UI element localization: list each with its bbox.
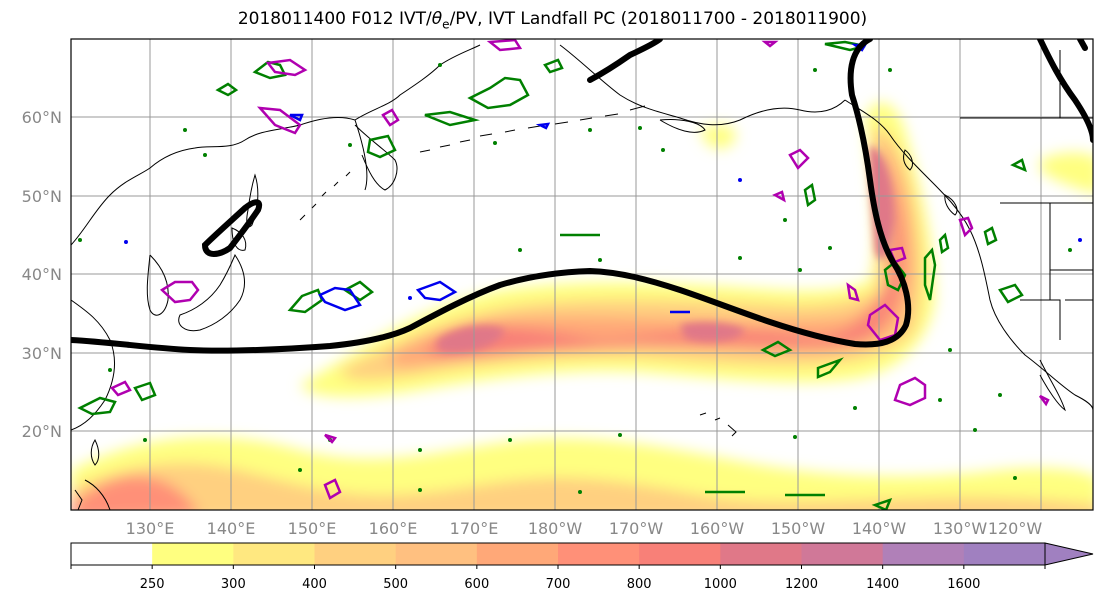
colorbar-label: 700 (546, 577, 571, 592)
colorbar-label: 400 (302, 577, 327, 592)
ivt-shading-core (436, 145, 895, 353)
lat-label-60n: 60°N (22, 108, 62, 127)
colorbar-cell (71, 543, 153, 565)
colorbar-cell (801, 543, 884, 565)
colorbar-cell (963, 543, 1046, 565)
colorbar-cell (639, 543, 721, 565)
colorbar-label: 1600 (947, 577, 980, 592)
colorbar-label: 500 (383, 577, 408, 592)
colorbar-label: 600 (464, 577, 489, 592)
colorbar-label: 800 (627, 577, 652, 592)
colorbar-cell (720, 543, 802, 565)
theta-e-contours (77, 40, 1027, 510)
pv-contours-positive (109, 39, 1050, 500)
lon-label-140w: 140°W (852, 519, 907, 538)
graticule (71, 39, 1093, 510)
colorbar-cell (395, 543, 478, 565)
colorbar-label: 1000 (704, 577, 737, 592)
lon-label-130w: 130°W (933, 519, 988, 538)
lon-label-120w: 120°W (988, 519, 1043, 538)
colorbar-extend-arrow (1044, 542, 1094, 566)
map-layers (71, 39, 1093, 510)
colorbar-label: 250 (140, 577, 165, 592)
colorbar-cell (314, 543, 397, 565)
lon-label-160e: 160°E (369, 519, 418, 538)
lon-label-160w: 160°W (690, 519, 745, 538)
colorbar-cell (476, 543, 559, 565)
lat-label-40n: 40°N (22, 265, 62, 284)
colorbar-label: 300 (221, 577, 246, 592)
colorbar-cell (882, 543, 965, 565)
figure-title: 2018011400 F012 IVT/θe/PV, IVT Landfall … (237, 9, 868, 32)
coastlines (71, 44, 1093, 510)
colorbar-cell (233, 543, 315, 565)
lon-label-150e: 150°E (288, 519, 337, 538)
map-frame (70, 38, 1094, 511)
pv-negative-dots (124, 178, 1082, 300)
colorbar-cell (558, 543, 640, 565)
lat-label-30n: 30°N (22, 344, 62, 363)
lon-label-170e: 170°E (450, 519, 499, 538)
theta-e-small-contours (78, 63, 1072, 494)
lon-label-150w: 150°W (771, 519, 826, 538)
colorbar-label: 1400 (866, 577, 899, 592)
lon-label-180w: 180°W (528, 519, 583, 538)
lat-label-20n: 20°N (22, 422, 62, 441)
lon-label-170w: 170°W (609, 519, 664, 538)
colorbar-cell (152, 543, 234, 565)
lon-label-130e: 130°E (126, 519, 175, 538)
lat-label-50n: 50°N (22, 187, 62, 206)
landfall-pc-contour (71, 39, 1093, 354)
lon-label-140e: 140°E (207, 519, 256, 538)
colorbar-label: 1200 (785, 577, 818, 592)
colorbar: 250 300 400 500 600 700 800 1000 1200 1400 1600 (70, 542, 1094, 592)
